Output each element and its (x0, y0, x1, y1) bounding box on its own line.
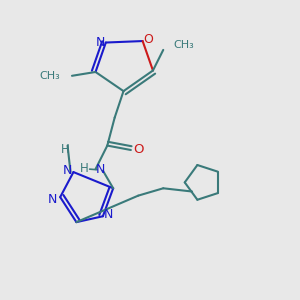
Text: N: N (62, 164, 72, 176)
Text: O: O (143, 33, 153, 46)
Text: N: N (104, 208, 113, 221)
Text: H: H (61, 143, 70, 157)
Text: N: N (96, 163, 106, 176)
Text: O: O (133, 143, 143, 157)
Text: H: H (80, 162, 89, 175)
Text: N: N (47, 193, 57, 206)
Text: CH₃: CH₃ (174, 40, 194, 50)
Text: N: N (96, 36, 105, 49)
Text: CH₃: CH₃ (39, 71, 60, 81)
